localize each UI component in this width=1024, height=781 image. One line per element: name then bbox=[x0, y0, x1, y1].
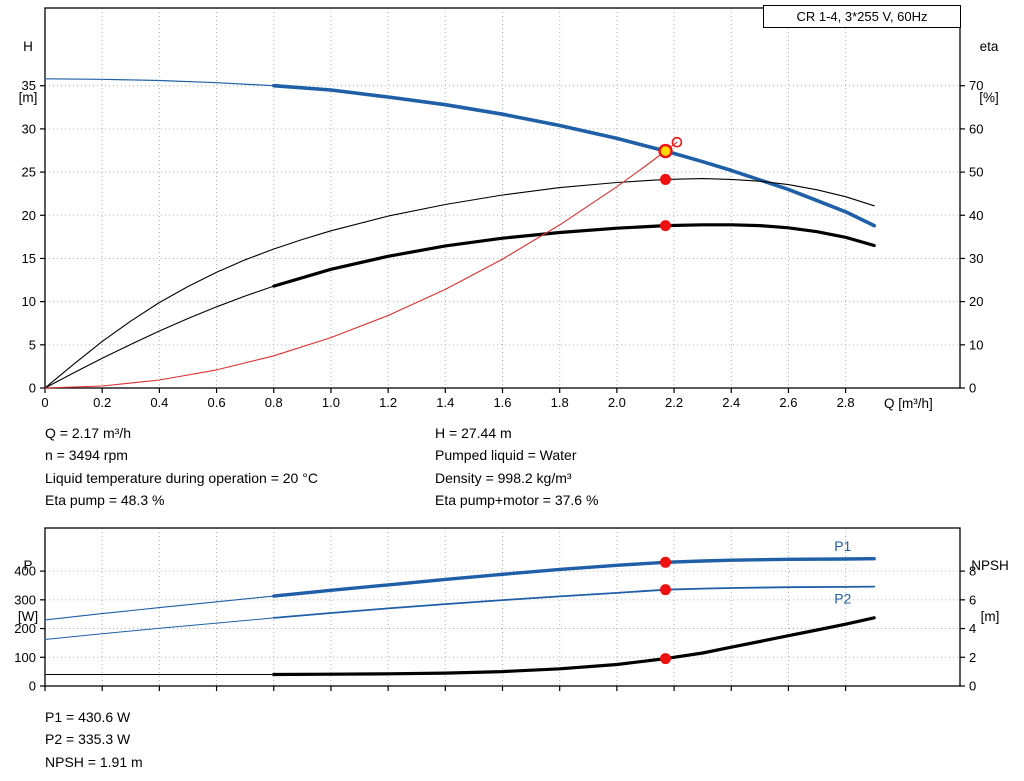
y-left-tick-label: 200 bbox=[14, 621, 36, 636]
y-right-tick-label: 0 bbox=[969, 679, 976, 694]
y-right-tick-label: 70 bbox=[969, 78, 983, 93]
npsh-value: NPSH = 1.91 m bbox=[45, 753, 143, 770]
p1-point-marker[interactable] bbox=[659, 556, 671, 568]
x-tick-label: 0.8 bbox=[265, 395, 283, 410]
y-left-tick-label: 300 bbox=[14, 592, 36, 607]
p1-curve bbox=[272, 557, 876, 598]
y-left-tick-label: 0 bbox=[29, 679, 36, 694]
eta-pump-motor-curve-thin bbox=[44, 285, 275, 389]
h-curve-thin bbox=[44, 78, 275, 87]
y-right-tick-label: 20 bbox=[969, 294, 983, 309]
q-axis-unit-label: Q [m³/h] bbox=[884, 396, 933, 411]
duty-info-left-column: Q = 2.17 m³/h n = 3494 rpm Liquid temper… bbox=[45, 422, 318, 512]
duty-info-right-column: H = 27.44 m Pumped liquid = Water Densit… bbox=[435, 422, 598, 512]
power-info-column: P1 = 430.6 W P2 = 335.3 W NPSH = 1.91 m bbox=[45, 706, 143, 773]
h-curve bbox=[272, 83, 876, 228]
x-tick-label: 2.2 bbox=[665, 395, 683, 410]
h-axis-label: H [m] bbox=[10, 4, 46, 140]
eta-axis-label: eta [%] bbox=[964, 4, 1014, 140]
y-right-tick-label: 6 bbox=[969, 592, 976, 607]
p-axis-symbol: P bbox=[23, 558, 33, 573]
y-right-tick-label: 50 bbox=[969, 165, 983, 180]
p-axis-label: P [W] bbox=[10, 523, 46, 659]
y-right-tick-label: 30 bbox=[969, 251, 983, 266]
p2-point-marker[interactable] bbox=[659, 584, 671, 596]
y-right-tick-label: 2 bbox=[969, 650, 976, 665]
y-left-tick-label: 100 bbox=[14, 650, 36, 665]
liquid-temperature-value: Liquid temperature during operation = 20… bbox=[45, 469, 318, 486]
y-right-tick-label: 60 bbox=[969, 121, 983, 136]
y-left-tick-label: 10 bbox=[22, 294, 36, 309]
eta-pump-point-marker[interactable] bbox=[659, 173, 671, 185]
x-tick-label: 2.0 bbox=[608, 395, 626, 410]
eta-pump-motor-curve bbox=[272, 223, 876, 288]
x-tick-label: 2.4 bbox=[722, 395, 740, 410]
p2-value: P2 = 335.3 W bbox=[45, 731, 131, 748]
npsh-axis-label: NPSH [m] bbox=[960, 523, 1020, 659]
x-tick-label: 0.6 bbox=[208, 395, 226, 410]
plot-border bbox=[44, 527, 961, 687]
pumped-liquid-value: Pumped liquid = Water bbox=[435, 447, 577, 464]
x-tick-label: 2.8 bbox=[837, 395, 855, 410]
y-left-tick-label: 25 bbox=[22, 165, 36, 180]
y-left-tick-label: 30 bbox=[22, 121, 36, 136]
x-tick-label: 1.4 bbox=[436, 395, 454, 410]
y-left-tick-label: 0 bbox=[29, 381, 36, 396]
x-tick-label: 0.4 bbox=[150, 395, 168, 410]
x-tick-label: 0.2 bbox=[93, 395, 111, 410]
npsh-axis-unit: [m] bbox=[980, 609, 1000, 624]
x-tick-label: 1.8 bbox=[551, 395, 569, 410]
y-left-tick-label: 35 bbox=[22, 78, 36, 93]
power-npsh-chart: 0 100 200 300 400 0 2 4 6 8 P1 P2 bbox=[14, 527, 976, 694]
y-right-tick-label: 10 bbox=[969, 337, 983, 352]
duty-point-marker[interactable] bbox=[658, 143, 673, 159]
eta-axis-unit: [%] bbox=[979, 90, 999, 105]
x-tick-label: 1.2 bbox=[379, 395, 397, 410]
eta-pump-curve bbox=[44, 178, 875, 389]
x-tick-label: 1.0 bbox=[322, 395, 340, 410]
h-axis-unit: [m] bbox=[18, 90, 38, 105]
head-value: H = 27.44 m bbox=[435, 425, 512, 441]
qh-eta-chart: 0 0.2 0.4 0.6 0.8 1.0 1.2 1.4 1.6 1.8 2.0 2.2 2.4 2.6… bbox=[22, 7, 983, 410]
y-left-tick-label: 400 bbox=[14, 564, 36, 579]
speed-value: n = 3494 rpm bbox=[45, 447, 128, 464]
series-label-p2: P2 bbox=[834, 591, 851, 607]
p1-curve-thin bbox=[44, 595, 275, 621]
x-tick-label: 0 bbox=[41, 395, 48, 410]
density-value: Density = 998.2 kg/m³ bbox=[435, 469, 572, 486]
p2-curve bbox=[272, 585, 876, 619]
series-label-p1: P1 bbox=[834, 538, 851, 554]
eta-pump-motor-value: Eta pump+motor = 37.6 % bbox=[435, 492, 599, 509]
eta-pump-motor-point-marker[interactable] bbox=[659, 220, 671, 232]
h-axis-symbol: H bbox=[23, 39, 33, 54]
npsh-curve bbox=[272, 616, 876, 677]
eta-pump-value: Eta pump = 48.3 % bbox=[45, 492, 165, 509]
y-left-tick-label: 15 bbox=[22, 251, 36, 266]
p1-value: P1 = 430.6 W bbox=[45, 709, 131, 725]
y-right-tick-label: 0 bbox=[969, 381, 976, 396]
npsh-axis-symbol: NPSH bbox=[971, 558, 1009, 573]
x-tick-label: 1.6 bbox=[493, 395, 511, 410]
y-right-tick-label: 4 bbox=[969, 621, 976, 636]
p2-curve-thin bbox=[44, 617, 275, 640]
y-left-tick-label: 5 bbox=[29, 337, 36, 352]
eta-axis-symbol: eta bbox=[979, 39, 999, 54]
y-left-tick-label: 20 bbox=[22, 208, 36, 223]
rated-point-marker[interactable] bbox=[671, 136, 683, 148]
x-tick-label: 2.6 bbox=[779, 395, 797, 410]
npsh-point-marker[interactable] bbox=[659, 653, 671, 665]
y-right-tick-label: 8 bbox=[969, 564, 976, 579]
y-right-tick-label: 40 bbox=[969, 208, 983, 223]
p-axis-unit: [W] bbox=[17, 609, 39, 624]
pump-type-box: CR 1-4, 3*255 V, 60Hz bbox=[763, 5, 961, 28]
system-curve bbox=[44, 141, 678, 389]
flow-value: Q = 2.17 m³/h bbox=[45, 425, 131, 441]
